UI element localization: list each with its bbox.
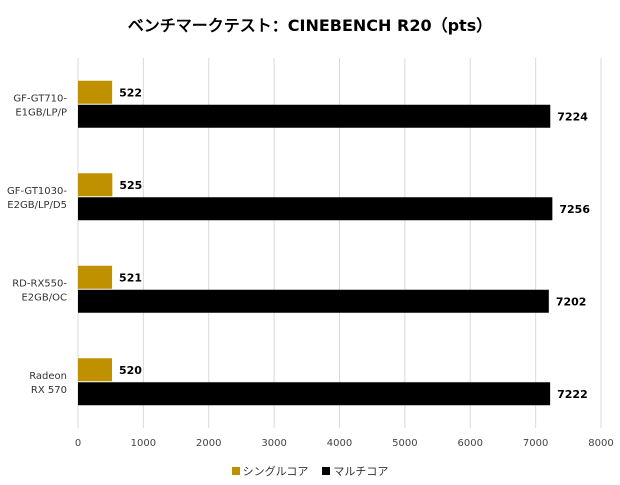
legend-item-multi-core: マルチコア [322, 463, 388, 479]
x-tick-label-5000: 5000 [392, 438, 417, 449]
x-tick-label-1000: 1000 [131, 438, 156, 449]
bar-single-core-3 [78, 358, 112, 382]
x-tick-label-0: 0 [75, 438, 81, 449]
data-label-single-core-2: 521 [119, 271, 142, 284]
bar-multi-core-1 [78, 197, 553, 221]
data-label-single-core-3: 520 [119, 364, 142, 377]
x-tick-label-6000: 6000 [458, 438, 483, 449]
data-label-multi-core-0: 7224 [557, 110, 588, 123]
category-label-0: GF-GT710-E1GB/LP/P [13, 93, 67, 118]
bar-single-core-2 [78, 265, 113, 289]
category-label-3: Radeon RX 570 [29, 371, 67, 396]
bar-single-core-1 [78, 173, 113, 197]
labels: 0 1000 2000 3000 4000 5000 6000 7000 8000 GF-GT71… [7, 86, 614, 449]
data-label-multi-core-1: 7256 [559, 203, 590, 216]
x-tick-label-8000: 8000 [588, 438, 613, 449]
legend-swatch-single-core [231, 467, 240, 475]
x-tick-label-7000: 7000 [523, 438, 548, 449]
x-tick-label-4000: 4000 [327, 438, 352, 449]
bar-multi-core-3 [78, 382, 551, 406]
bars [78, 80, 553, 406]
legend-label-single-core: シングルコア [242, 465, 309, 478]
data-label-single-core-0: 522 [119, 86, 142, 99]
data-label-multi-core-3: 7222 [557, 388, 588, 401]
grid-lines [77, 58, 602, 428]
category-label-1: GF-GT1030-E2GB/LP/D5 [7, 186, 67, 211]
bar-multi-core-0 [78, 104, 551, 128]
data-label-single-core-1: 525 [119, 179, 142, 192]
x-tick-label-3000: 3000 [261, 438, 286, 449]
bar-single-core-0 [78, 80, 113, 104]
x-tick-label-2000: 2000 [196, 438, 221, 449]
legend-item-single-core: シングルコア [231, 463, 309, 479]
chart-title: ベンチマークテスト：CINEBENCH R20（pts） [127, 16, 493, 35]
legend-swatch-multi-core [322, 467, 331, 475]
data-label-multi-core-2: 7202 [556, 295, 587, 308]
legend: シングルコア マルチコア [0, 463, 620, 479]
category-label-2: RD-RX550-E2GB/OC [12, 278, 67, 303]
bar-multi-core-2 [78, 289, 549, 313]
legend-label-multi-core: マルチコア [333, 465, 389, 478]
